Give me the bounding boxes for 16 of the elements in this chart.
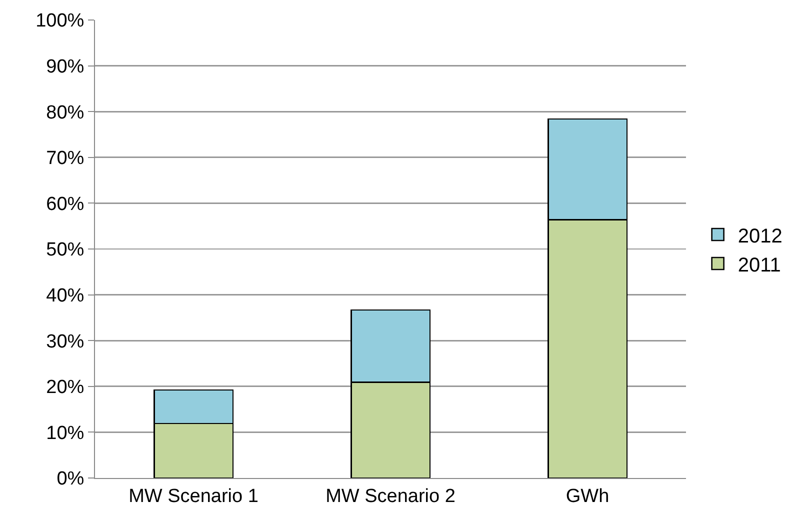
y-tick-label: 0% bbox=[56, 468, 84, 490]
y-tick-label: 80% bbox=[46, 102, 84, 124]
x-tick-label: MW Scenario 1 bbox=[128, 486, 258, 507]
y-tick-label: 70% bbox=[46, 148, 84, 170]
y-tick-label: 40% bbox=[46, 285, 84, 306]
legend-label: 2011 bbox=[738, 254, 781, 276]
x-tick-label: MW Scenario 2 bbox=[326, 486, 456, 507]
y-tick-label: 30% bbox=[46, 331, 84, 352]
y-tick-label: 60% bbox=[46, 194, 84, 215]
x-tick-label: GWh bbox=[566, 486, 610, 507]
y-tick-label: 50% bbox=[46, 240, 84, 261]
y-tick-label: 90% bbox=[46, 56, 84, 78]
y-tick-label: 100% bbox=[36, 10, 84, 32]
y-tick-label: 20% bbox=[46, 377, 84, 398]
y-tick-label: 10% bbox=[46, 422, 84, 444]
legend-label: 2012 bbox=[738, 225, 782, 248]
